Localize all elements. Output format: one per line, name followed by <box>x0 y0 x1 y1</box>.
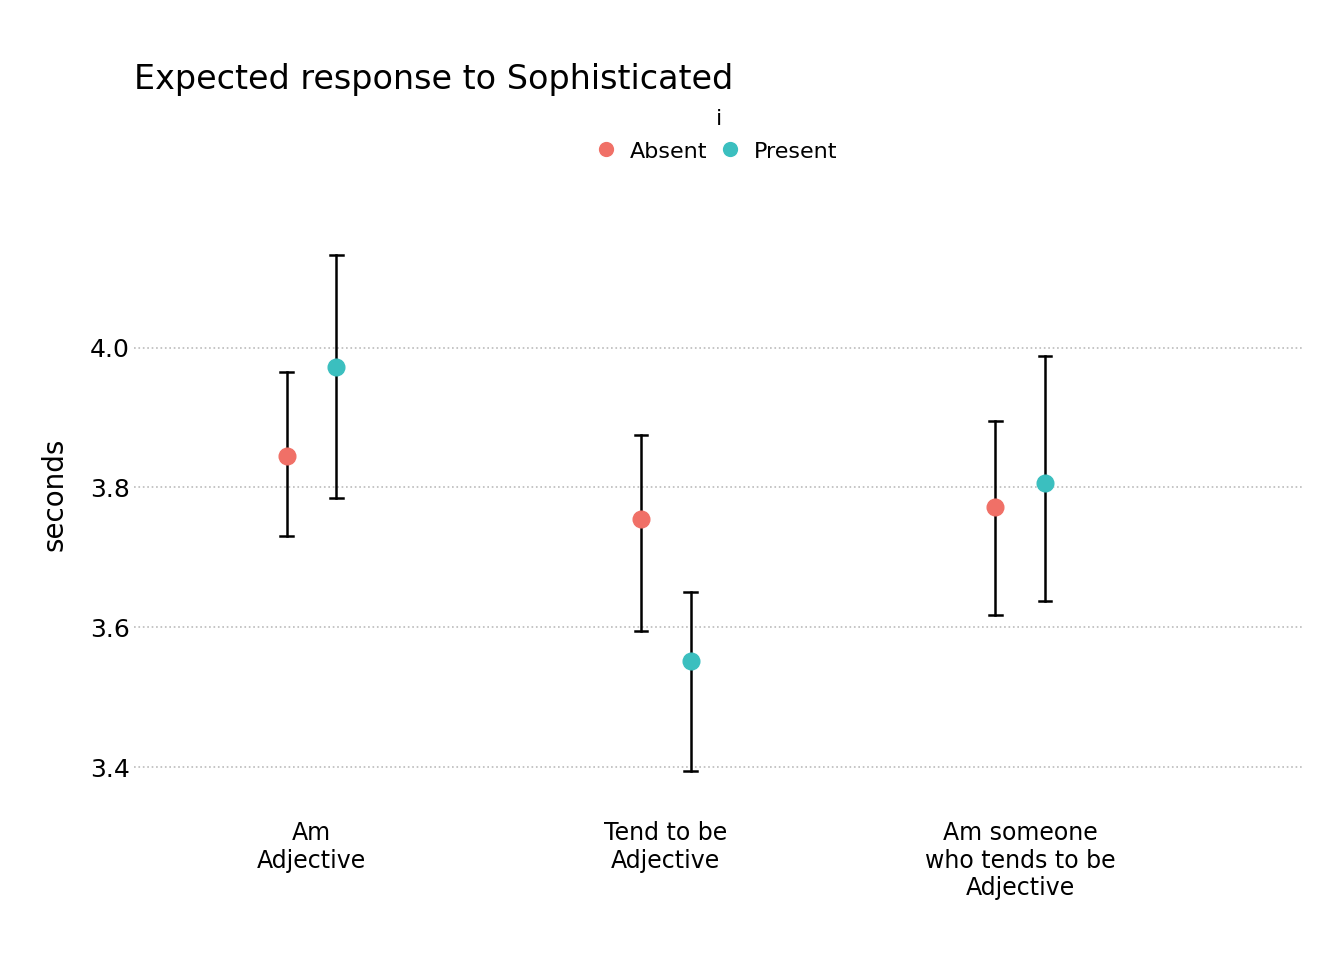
Legend: Absent, Present: Absent, Present <box>591 100 847 171</box>
Text: Expected response to Sophisticated: Expected response to Sophisticated <box>134 63 734 96</box>
Y-axis label: seconds: seconds <box>40 438 69 551</box>
